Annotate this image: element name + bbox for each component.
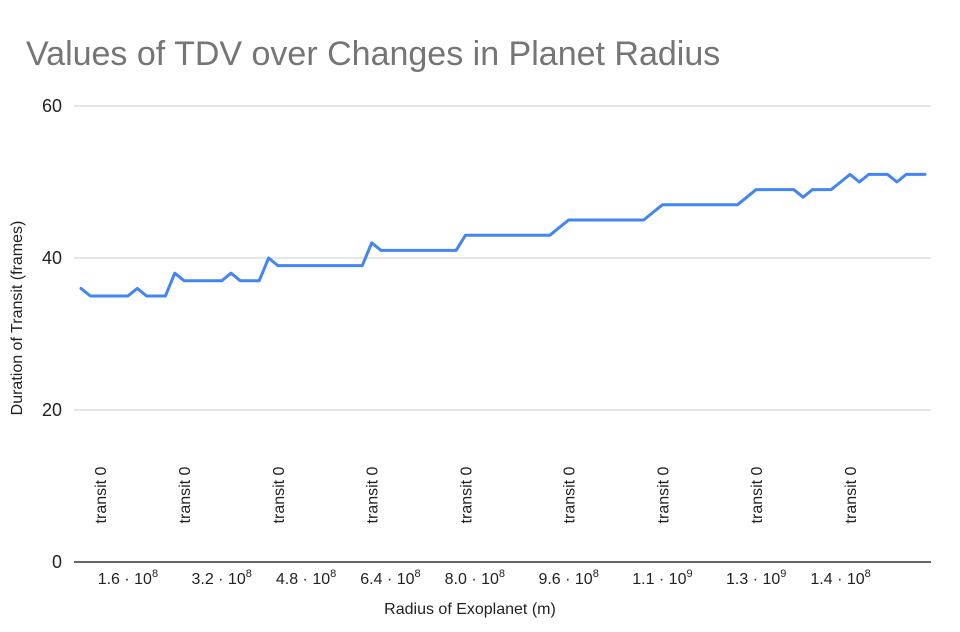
x-tick-label: 6.4 · 108 <box>360 568 420 588</box>
x-tick-label: 4.8 · 108 <box>276 568 336 588</box>
y-axis-ticks: 0 20 40 60 <box>42 96 62 572</box>
y-tick-label: 20 <box>42 400 62 420</box>
x-tick-label: 8.0 · 108 <box>445 568 505 588</box>
annotation-label: transit 0 <box>271 466 288 523</box>
x-tick-label: 1.1 · 109 <box>632 568 692 588</box>
y-tick-label: 0 <box>52 552 62 572</box>
x-tick-label: 3.2 · 108 <box>191 568 251 588</box>
chart-title: Values of TDV over Changes in Planet Rad… <box>26 35 720 73</box>
annotation-label: transit 0 <box>562 466 579 523</box>
x-tick-label: 1.6 · 108 <box>98 568 158 588</box>
annotation-label: transit 0 <box>458 466 475 523</box>
x-axis-ticks: 1.6 · 108 3.2 · 108 4.8 · 108 6.4 · 108 8.0 … <box>98 568 871 588</box>
annotation-label: transit 0 <box>365 466 382 523</box>
x-tick-label: 9.6 · 108 <box>538 568 598 588</box>
annotation-label: transit 0 <box>843 466 860 523</box>
y-tick-label: 40 <box>42 248 62 268</box>
grid <box>74 105 931 563</box>
annotation-label: transit 0 <box>749 466 766 523</box>
series <box>79 172 927 298</box>
series-line <box>79 172 927 298</box>
annotation-label: transit 0 <box>655 466 672 523</box>
x-tick-label: 1.3 · 109 <box>726 568 786 588</box>
annotations: transit 0 transit 0 transit 0 transit 0 tran… <box>93 466 860 523</box>
annotation-label: transit 0 <box>177 466 194 523</box>
x-tick-label: 1.4 · 108 <box>810 568 870 588</box>
y-axis-label: Duration of Transit (frames) <box>9 221 26 416</box>
x-axis-label: Radius of Exoplanet (m) <box>384 601 556 618</box>
y-tick-label: 60 <box>42 96 62 116</box>
annotation-label: transit 0 <box>93 466 110 523</box>
